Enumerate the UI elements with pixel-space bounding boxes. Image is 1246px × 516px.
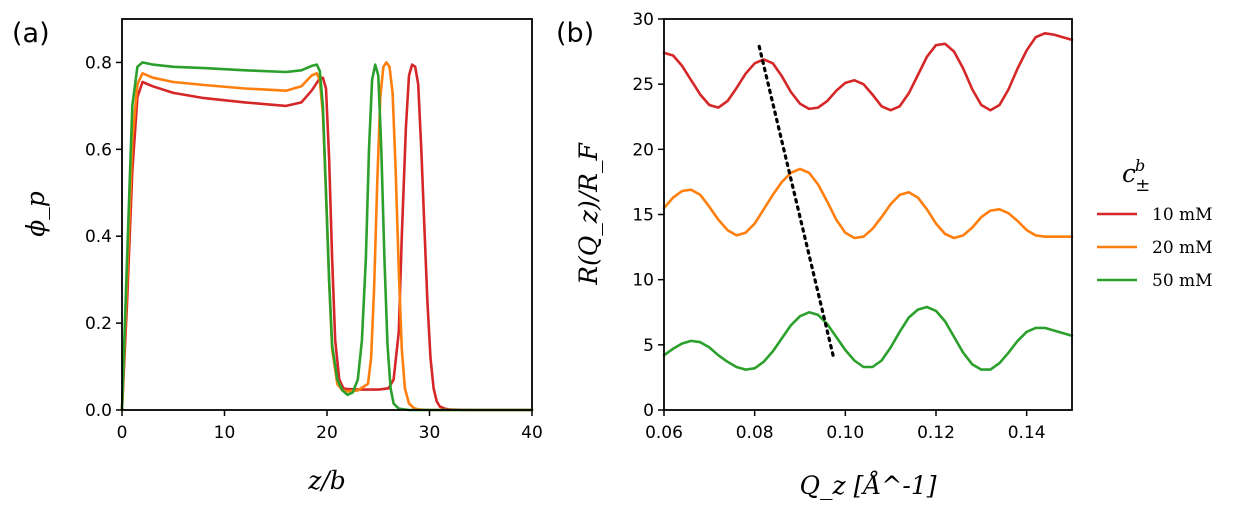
panel-a-y-axis-label: ϕ_p	[21, 191, 50, 237]
panel-b-series-guide	[757, 44, 836, 361]
legend: cb ± 10 mM 20 mM 50 mM	[1097, 156, 1213, 291]
panel-b-y-axis-label: R(Q_z)/R_F	[574, 142, 603, 286]
panel-b-y-tick-label: 10	[632, 271, 654, 291]
panel-a-series	[120, 61, 534, 412]
panel-b-y-tick-label: 30	[632, 10, 654, 30]
panel-b-x-axis-label: Q_z [Å^-1]	[800, 470, 937, 500]
panel-a-x-axis-label: z/b	[307, 466, 346, 495]
legend-title-superscript: b	[1135, 156, 1145, 175]
panel-a-x-tick-label: 0	[117, 423, 128, 443]
legend-title-base: c	[1122, 159, 1136, 188]
panel-b-y-tick-label: 5	[643, 336, 654, 356]
panel-b-x-ticks: 0.06 0.08 0.10 0.12 0.14	[645, 410, 1046, 443]
panel-b-y-tick-label: 20	[632, 140, 654, 160]
panel-a-y-tick-label: 0.0	[85, 401, 112, 421]
panel-b-x-tick-label: 0.12	[917, 423, 955, 443]
panel-b-x-tick-label: 0.14	[1008, 423, 1046, 443]
panel-b-label: (b)	[556, 18, 594, 49]
panel-b: 0.06 0.08 0.10 0.12 0.14 0 5 10 15 20 25 30 Q_z [Å…	[574, 10, 1074, 500]
legend-label-50-mm: 50 mM	[1152, 271, 1213, 291]
legend-title: cb ±	[1122, 156, 1150, 196]
panel-b-y-ticks: 0 5 10 15 20 25 30	[632, 10, 664, 421]
panel-a-label: (a)	[12, 18, 50, 49]
panel-a-series-20-mm	[120, 61, 534, 412]
panel-a-y-tick-label: 0.4	[85, 227, 112, 247]
legend-label-20-mm: 20 mM	[1152, 238, 1213, 258]
panel-a: 0 10 20 30 40 0.0 0.2 0.4 0.6 0.8 z/b ϕ_p	[21, 18, 543, 495]
panel-b-series-20-mm	[662, 167, 1074, 240]
legend-title-subscript: ±	[1135, 175, 1150, 196]
panel-b-series-10-mm	[662, 31, 1074, 112]
legend-items: 10 mM 20 mM 50 mM	[1097, 205, 1213, 291]
panel-a-x-ticks: 0 10 20 30 40	[117, 410, 543, 443]
panel-b-y-tick-label: 25	[632, 75, 654, 95]
panel-a-y-tick-label: 0.2	[85, 314, 112, 334]
panel-a-y-tick-label: 0.8	[85, 53, 112, 73]
panel-a-x-tick-label: 40	[521, 423, 543, 443]
panel-b-y-tick-label: 0	[643, 401, 654, 421]
panel-a-x-tick-label: 30	[419, 423, 441, 443]
panel-a-series-10-mm	[120, 63, 534, 412]
panel-b-series	[662, 31, 1074, 371]
panel-b-series-50-mm	[662, 305, 1074, 371]
panel-b-y-tick-label: 15	[632, 206, 654, 226]
panel-a-y-tick-label: 0.6	[85, 140, 112, 160]
legend-label-10-mm: 10 mM	[1152, 205, 1213, 225]
panel-b-x-tick-label: 0.10	[826, 423, 864, 443]
panel-a-x-tick-label: 20	[316, 423, 338, 443]
panel-a-x-tick-label: 10	[214, 423, 236, 443]
panel-a-series-50-mm	[120, 61, 534, 412]
panel-a-y-ticks: 0.0 0.2 0.4 0.6 0.8	[85, 53, 122, 421]
panel-b-x-tick-label: 0.08	[736, 423, 774, 443]
panel-b-x-tick-label: 0.06	[645, 423, 683, 443]
